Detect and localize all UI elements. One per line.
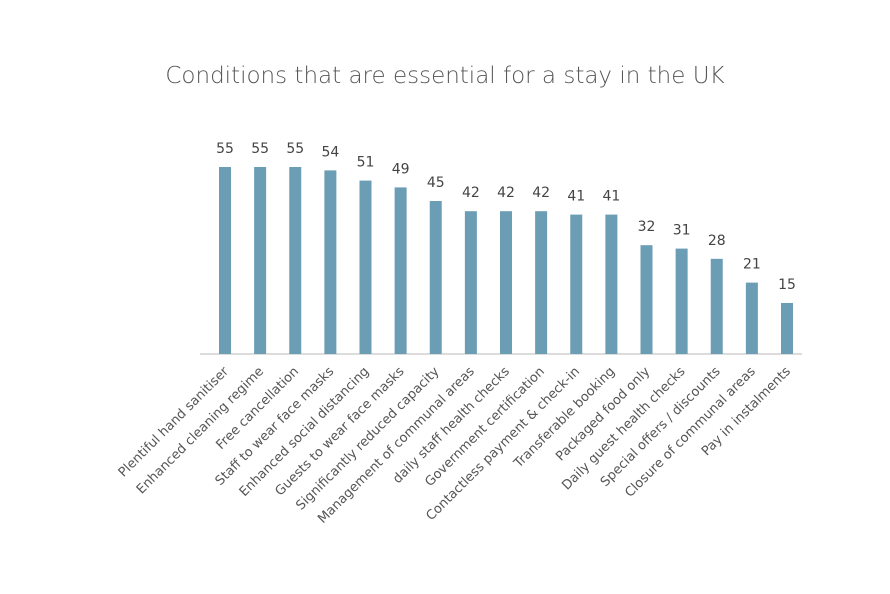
value-label: 31 [673, 223, 691, 239]
value-label: 42 [497, 185, 515, 201]
bar [640, 245, 653, 354]
value-label: 42 [462, 185, 480, 201]
bar [254, 167, 267, 354]
value-label: 41 [602, 189, 620, 205]
bar [359, 180, 372, 354]
value-label: 55 [286, 141, 304, 157]
bar [570, 214, 583, 354]
bar [429, 201, 442, 354]
x-tick-label: Guests to wear face masks [272, 364, 407, 499]
value-label: 15 [778, 277, 796, 293]
bar [675, 248, 688, 354]
value-label: 54 [321, 144, 339, 160]
value-label: 55 [251, 141, 269, 157]
chart-title: Conditions that are essential for a stay… [165, 63, 725, 89]
value-label: 51 [357, 155, 375, 171]
bar [535, 211, 548, 354]
bar [500, 211, 512, 354]
value-label: 32 [638, 219, 656, 235]
bar [219, 167, 231, 354]
value-label: 41 [567, 189, 585, 205]
value-label: 49 [392, 161, 410, 177]
bar [781, 303, 793, 354]
value-label: 42 [532, 185, 550, 201]
value-label: 55 [216, 141, 234, 157]
bar [710, 258, 723, 354]
bar [745, 282, 758, 354]
value-label: 21 [743, 257, 761, 273]
bar [605, 214, 618, 354]
value-label: 45 [427, 175, 445, 191]
bar [324, 170, 337, 354]
bar [394, 187, 407, 354]
bar [464, 211, 477, 354]
bar [289, 167, 302, 354]
value-label: 28 [708, 233, 726, 249]
